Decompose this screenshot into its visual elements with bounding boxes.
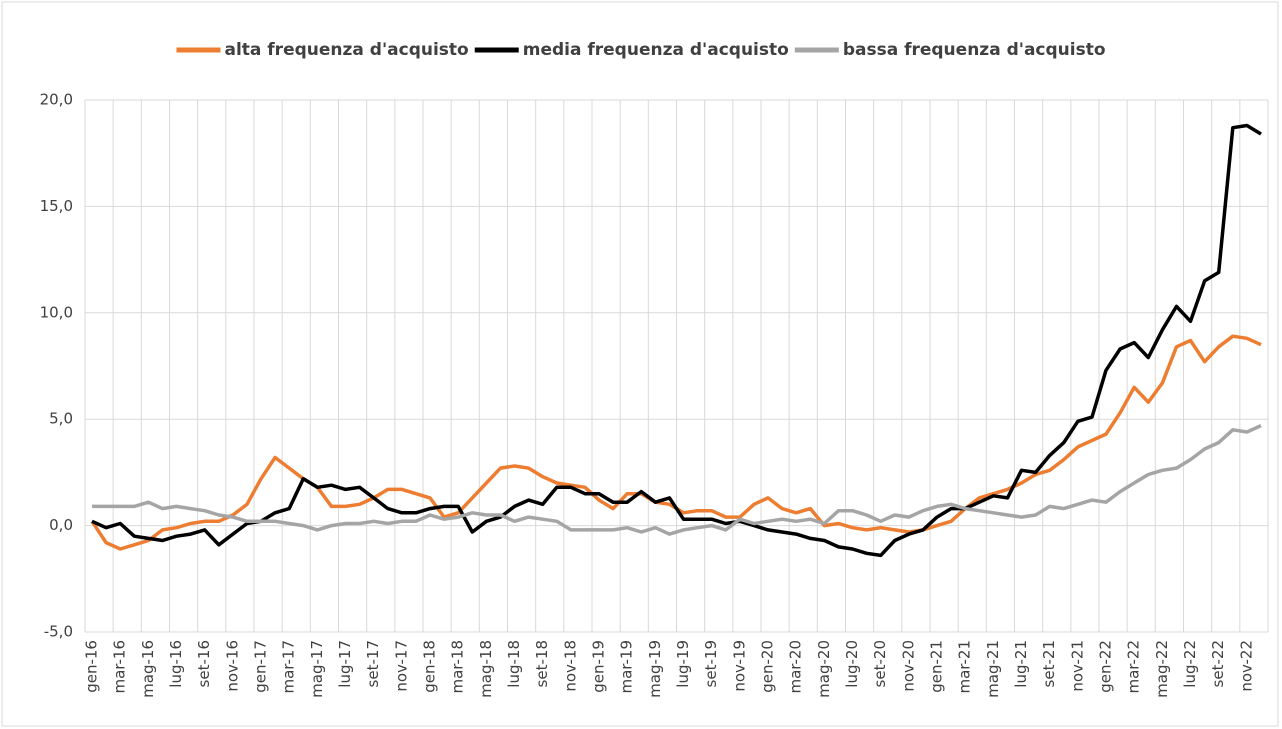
x-tick-label: mar-17 [280, 640, 298, 694]
x-tick-label: set-18 [533, 640, 551, 687]
x-tick-label: mar-19 [618, 640, 636, 694]
y-tick-label: 5,0 [49, 410, 73, 428]
x-tick-label: lug-21 [1012, 640, 1030, 688]
y-tick-label: 10,0 [40, 303, 73, 321]
legend-label: alta frequenza d'acquisto [224, 40, 468, 60]
x-tick-label: lug-22 [1181, 640, 1199, 688]
x-tick-label: lug-16 [167, 640, 185, 688]
x-tick-label: set-22 [1209, 640, 1227, 687]
x-tick-label: mag-21 [984, 640, 1002, 698]
x-tick-label: nov-20 [899, 640, 917, 692]
x-tick-label: mag-19 [646, 640, 664, 698]
x-tick-label: mag-22 [1153, 640, 1171, 698]
x-tick-label: gen-18 [421, 640, 439, 693]
x-tick-label: lug-18 [505, 640, 523, 688]
x-tick-label: lug-17 [336, 640, 354, 688]
x-tick-label: nov-19 [730, 640, 748, 692]
x-tick-label: gen-16 [83, 640, 101, 693]
x-tick-label: nov-17 [392, 640, 410, 692]
x-tick-label: mag-16 [139, 640, 157, 698]
series-line [91, 123, 1262, 558]
y-tick-label: 0,0 [49, 516, 73, 534]
x-tick-label: mar-21 [956, 640, 974, 694]
x-tick-label: set-20 [871, 640, 889, 687]
x-tick-label: lug-19 [674, 640, 692, 688]
x-tick-label: gen-20 [759, 640, 777, 693]
x-tick-label: mar-20 [787, 640, 805, 694]
x-tick-label: gen-17 [252, 640, 270, 693]
x-tick-label: set-21 [1040, 640, 1058, 687]
x-tick-label: gen-21 [928, 640, 946, 693]
x-tick-label: mar-22 [1125, 640, 1143, 694]
y-tick-label: 15,0 [40, 197, 73, 215]
x-tick-label: set-16 [195, 640, 213, 687]
x-tick-label: mag-20 [815, 640, 833, 698]
x-tick-label: gen-19 [590, 640, 608, 693]
x-tick-label: nov-21 [1068, 640, 1086, 692]
x-tick-label: gen-22 [1097, 640, 1115, 693]
x-tick-label: mar-18 [449, 640, 467, 694]
x-tick-label: nov-18 [561, 640, 579, 692]
x-tick-label: nov-16 [223, 640, 241, 692]
legend-label: bassa frequenza d'acquisto [843, 40, 1106, 60]
x-tick-label: mar-16 [111, 640, 129, 694]
x-tick-label: lug-20 [843, 640, 861, 688]
y-tick-label: 20,0 [40, 91, 73, 109]
x-tick-label: nov-22 [1237, 640, 1255, 692]
legend-label: media frequenza d'acquisto [523, 40, 789, 60]
x-tick-label: mag-17 [308, 640, 326, 698]
x-tick-label: set-17 [364, 640, 382, 687]
y-tick-label: -5,0 [44, 623, 73, 641]
series-line [92, 424, 1262, 536]
x-tick-label: mag-18 [477, 640, 495, 698]
x-tick-label: set-19 [702, 640, 720, 687]
